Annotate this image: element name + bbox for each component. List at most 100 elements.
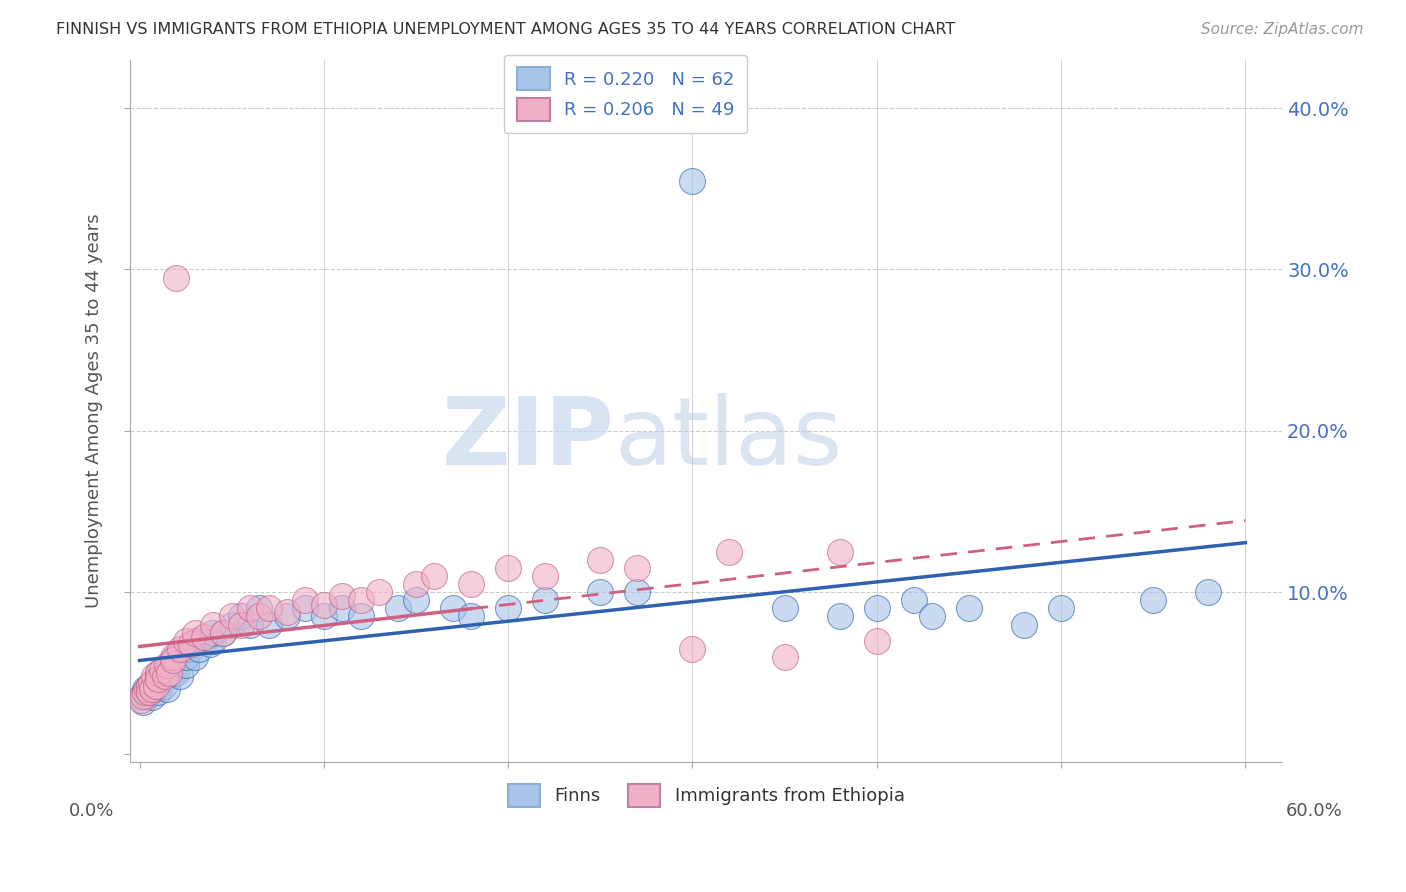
Point (193, 633, 215, 648)
Point (276, 605, 298, 619)
Point (229, 617, 252, 632)
Point (198, 637, 221, 651)
Point (626, 585, 648, 599)
Point (146, 673, 169, 687)
Point (131, 690, 153, 705)
Point (276, 609, 298, 624)
Point (155, 669, 177, 683)
Y-axis label: Unemployment Among Ages 35 to 44 years: Unemployment Among Ages 35 to 44 years (86, 213, 103, 608)
Point (387, 601, 409, 615)
Point (405, 593, 427, 607)
Point (145, 679, 167, 693)
Point (143, 669, 166, 683)
Point (460, 577, 482, 591)
Point (138, 679, 160, 693)
Point (162, 653, 184, 667)
Point (141, 690, 163, 705)
Point (174, 657, 197, 672)
Point (169, 641, 191, 656)
Point (589, 553, 612, 567)
Point (589, 585, 612, 599)
Point (211, 625, 233, 640)
Point (150, 663, 173, 677)
Point (626, 561, 648, 575)
Point (368, 585, 391, 599)
Point (534, 593, 557, 607)
Point (166, 649, 188, 664)
Point (350, 593, 373, 607)
Point (132, 689, 155, 703)
Point (156, 682, 179, 697)
Point (136, 682, 159, 697)
Text: 60.0%: 60.0% (1286, 802, 1343, 820)
Point (156, 665, 179, 680)
Text: Source: ZipAtlas.com: Source: ZipAtlas.com (1201, 22, 1364, 37)
Legend: Finns, Immigrants from Ethiopia: Finns, Immigrants from Ethiopia (499, 774, 914, 816)
Point (773, 601, 796, 615)
Point (180, 637, 202, 651)
Point (211, 625, 233, 640)
Point (141, 682, 163, 697)
Point (534, 569, 557, 583)
Point (145, 682, 167, 697)
Point (157, 657, 180, 672)
Point (174, 633, 197, 648)
Point (162, 665, 184, 680)
Point (957, 601, 980, 615)
Point (828, 545, 851, 559)
Point (294, 593, 316, 607)
Point (229, 609, 252, 624)
Point (773, 649, 796, 664)
Point (921, 609, 943, 624)
Point (180, 641, 202, 656)
Point (139, 682, 162, 697)
Text: atlas: atlas (614, 392, 842, 484)
Point (330, 601, 353, 615)
Point (174, 649, 197, 664)
Point (146, 665, 169, 680)
Point (1198, 585, 1220, 599)
Point (134, 685, 156, 699)
Point (460, 609, 482, 624)
Point (1050, 601, 1073, 615)
Point (134, 685, 156, 699)
Point (682, 174, 704, 188)
Point (166, 270, 188, 285)
Point (162, 649, 184, 664)
Point (152, 679, 174, 693)
Point (202, 617, 225, 632)
Point (239, 617, 262, 632)
Point (169, 669, 191, 683)
Point (423, 569, 446, 583)
Point (718, 545, 741, 559)
Text: FINNISH VS IMMIGRANTS FROM ETHIOPIA UNEMPLOYMENT AMONG AGES 35 TO 44 YEARS CORRE: FINNISH VS IMMIGRANTS FROM ETHIOPIA UNEM… (56, 22, 956, 37)
Point (134, 682, 156, 697)
Point (184, 649, 207, 664)
Point (156, 657, 179, 672)
Point (184, 633, 207, 648)
Point (131, 693, 153, 707)
Point (350, 609, 373, 624)
Point (138, 685, 160, 699)
Point (136, 689, 159, 703)
Point (682, 641, 704, 656)
Point (496, 601, 519, 615)
Point (202, 625, 225, 640)
Point (132, 695, 155, 709)
Point (903, 593, 925, 607)
Point (239, 601, 262, 615)
Point (166, 665, 188, 680)
Point (405, 577, 427, 591)
Text: 0.0%: 0.0% (69, 802, 114, 820)
Text: ZIP: ZIP (441, 392, 614, 484)
Point (312, 609, 335, 624)
Point (247, 601, 270, 615)
Point (221, 617, 243, 632)
Point (202, 633, 225, 648)
Point (496, 561, 519, 575)
Point (138, 685, 160, 699)
Point (146, 685, 169, 699)
Point (1012, 617, 1035, 632)
Point (828, 609, 851, 624)
Point (1142, 593, 1164, 607)
